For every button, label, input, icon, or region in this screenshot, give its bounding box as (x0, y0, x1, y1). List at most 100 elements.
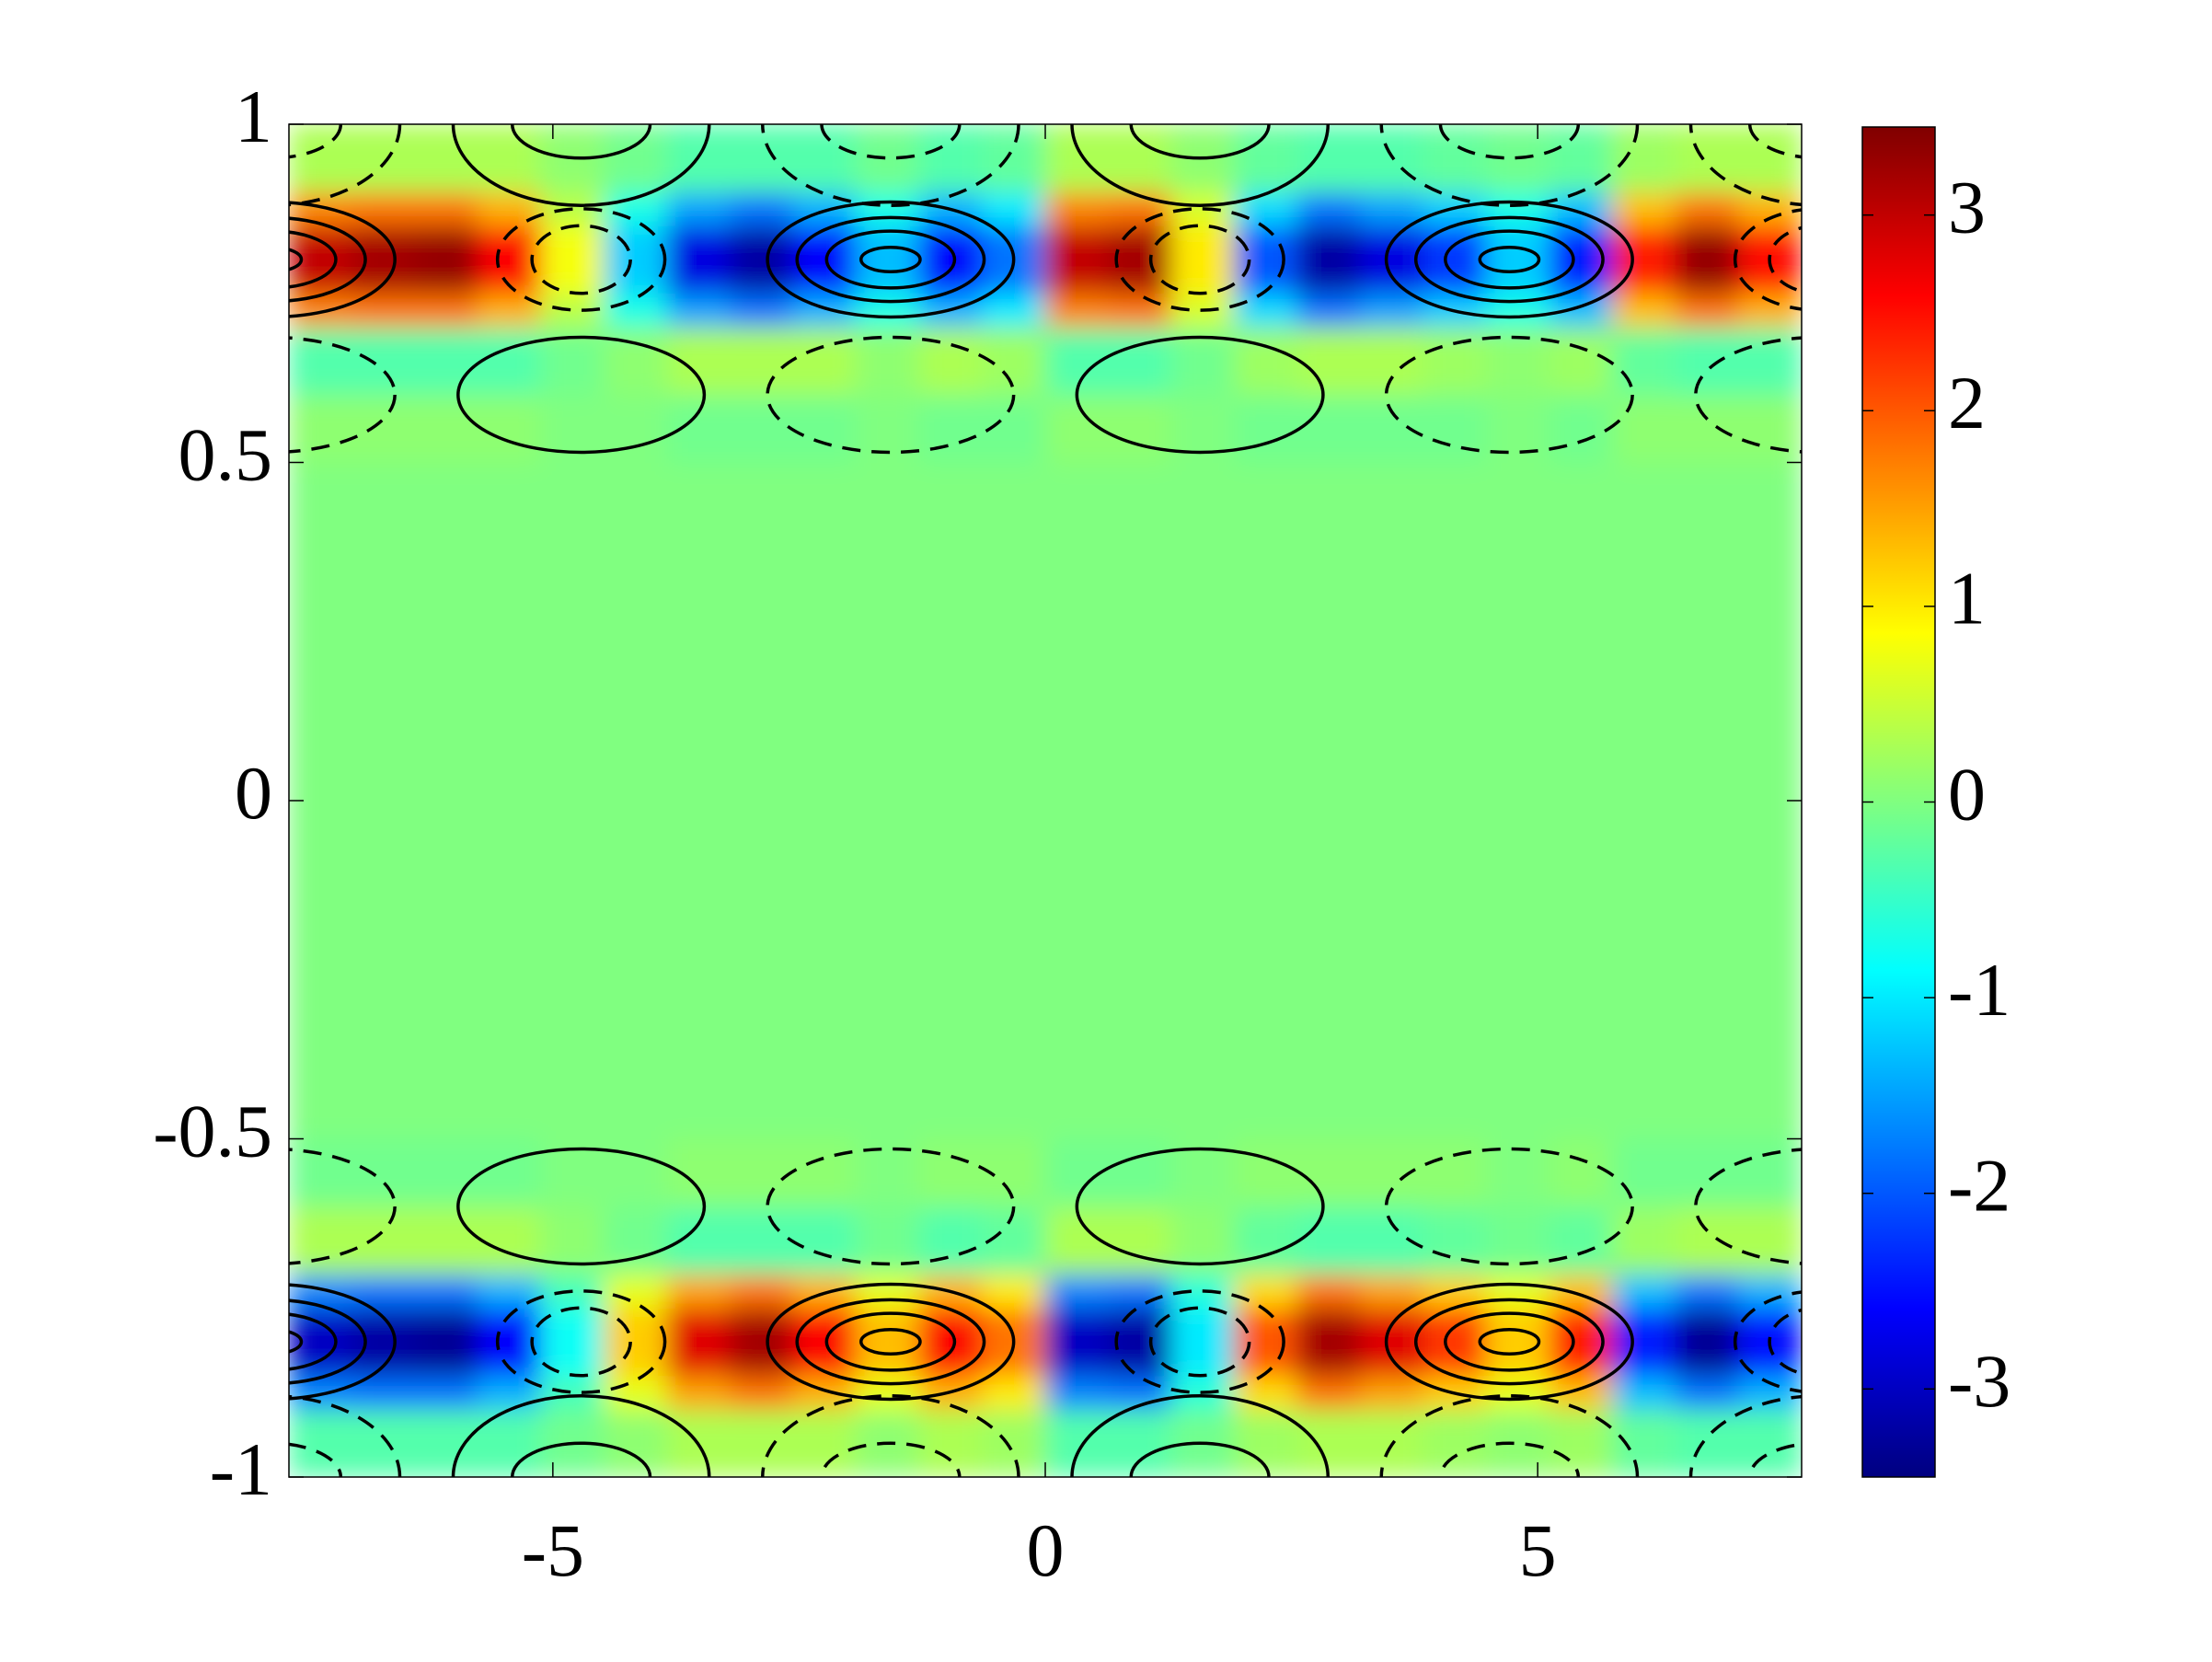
contour-positive (824, 1311, 957, 1372)
heatmap-cell (1108, 1274, 1172, 1309)
contour-positive (289, 248, 304, 271)
contour-negative (1384, 335, 1634, 455)
heatmap-cell (1675, 327, 1739, 396)
heatmap-cell (1549, 1138, 1613, 1207)
heatmap-cell (1296, 225, 1361, 260)
heatmap-cell (414, 462, 478, 1139)
heatmap-cell (604, 462, 668, 1139)
heatmap-cell (540, 462, 605, 1139)
heatmap-cell (1675, 225, 1739, 260)
contour-positive (824, 229, 957, 290)
heatmap-cell (351, 259, 416, 294)
heatmap-cell (1360, 293, 1424, 328)
heatmap-cell (1675, 259, 1739, 294)
heatmap-cell (1234, 191, 1298, 226)
contour-positive (1075, 1147, 1325, 1266)
heatmap-cell (1044, 124, 1109, 192)
heatmap-cell (1296, 124, 1361, 192)
contour-positive (289, 1312, 338, 1371)
heatmap-cell (478, 394, 542, 463)
contour-positive (859, 1328, 922, 1356)
contour-positive (1444, 229, 1575, 290)
contour-positive (289, 201, 397, 318)
colorbar-tick-label: -3 (1948, 1339, 2010, 1423)
heatmap-cell (666, 1375, 731, 1410)
heatmap-cell (1044, 1341, 1109, 1377)
contour-positive (1070, 124, 1330, 207)
contour-positive (456, 1147, 707, 1266)
contour-negative (1768, 225, 1802, 294)
heatmap-cell (1675, 1409, 1739, 1477)
heatmap-cell (478, 1274, 542, 1309)
heatmap-cell (1675, 1206, 1739, 1275)
heatmap-cell (1108, 225, 1172, 260)
heatmap-cell (414, 1206, 478, 1275)
heatmap-cell (1360, 462, 1424, 1139)
heatmap-cell (1170, 462, 1235, 1139)
heatmap-cell (1360, 394, 1424, 463)
heatmap-cell (1360, 191, 1424, 226)
heatmap-cell (666, 462, 731, 1139)
heatmap-cell (478, 1138, 542, 1207)
heatmap-cell (414, 225, 478, 260)
heatmap-cell (1296, 1274, 1361, 1309)
contour-positive (795, 215, 986, 304)
heatmap-cell (1108, 462, 1172, 1139)
heatmap-cell (1234, 394, 1298, 463)
heatmap-cell (351, 1138, 416, 1207)
contour-negative (1733, 1290, 1802, 1393)
heatmap-cell (1296, 293, 1361, 328)
contour-positive (289, 216, 367, 303)
heatmap-cell (289, 1206, 352, 1275)
heatmap-cell (414, 327, 478, 396)
heatmap-cell (289, 327, 352, 396)
heatmap-cell (1360, 1206, 1424, 1275)
heatmap-cell (666, 1138, 731, 1207)
colorbar-tick-label: 3 (1948, 165, 1986, 248)
colorbar (1861, 126, 1936, 1478)
heatmap-cell (918, 462, 983, 1139)
heatmap-cell (1044, 1375, 1109, 1410)
heatmap-cell (1108, 293, 1172, 328)
heatmap-cell (1549, 1409, 1613, 1477)
heatmap-cell (604, 1274, 668, 1309)
heatmap-cell (666, 394, 731, 463)
heatmap-cell (351, 462, 416, 1139)
axes: -5 0 5 -1 -0.5 0 0.5 1 -3 -2 -1 0 1 2 3 (153, 75, 2010, 1592)
heatmap-cell (1108, 124, 1172, 192)
heatmap-cell (856, 293, 920, 328)
heatmap-cell (730, 1375, 794, 1410)
heatmap-cell (289, 394, 352, 463)
heatmap-cell (1108, 259, 1172, 294)
heatmap-cell (1108, 1307, 1172, 1343)
heatmap-cell (666, 1341, 731, 1377)
heatmap-cell (730, 1409, 794, 1477)
heatmap-cell (1234, 1206, 1298, 1275)
heatmap-cell (666, 327, 731, 396)
heatmap-cell (666, 191, 731, 226)
heatmap-cell (918, 327, 983, 396)
heatmap-cell (918, 1307, 983, 1343)
heatmap-cell (1296, 1206, 1361, 1275)
heatmap-cell (1612, 1138, 1676, 1207)
heatmap-cell (1549, 462, 1613, 1139)
heatmap-cell (351, 1341, 416, 1377)
heatmap-cell (792, 394, 857, 463)
heatmap-cells (289, 124, 1802, 1477)
heatmap-cell (540, 1341, 605, 1377)
heatmap-cell (478, 259, 542, 294)
heatmap-cell (1612, 394, 1676, 463)
heatmap-cell (1108, 394, 1172, 463)
heatmap (289, 124, 1802, 1477)
contour-positive (451, 124, 711, 207)
heatmap-cell (1675, 394, 1739, 463)
heatmap-cell (540, 225, 605, 260)
heatmap-cell (604, 1409, 668, 1477)
heatmap-cell (414, 259, 478, 294)
heatmap-cell (1549, 124, 1613, 192)
heatmap-cell (289, 1138, 352, 1207)
heatmap-cell (1738, 124, 1802, 192)
heatmap-cell (478, 327, 542, 396)
contour-positive (1384, 1282, 1634, 1402)
